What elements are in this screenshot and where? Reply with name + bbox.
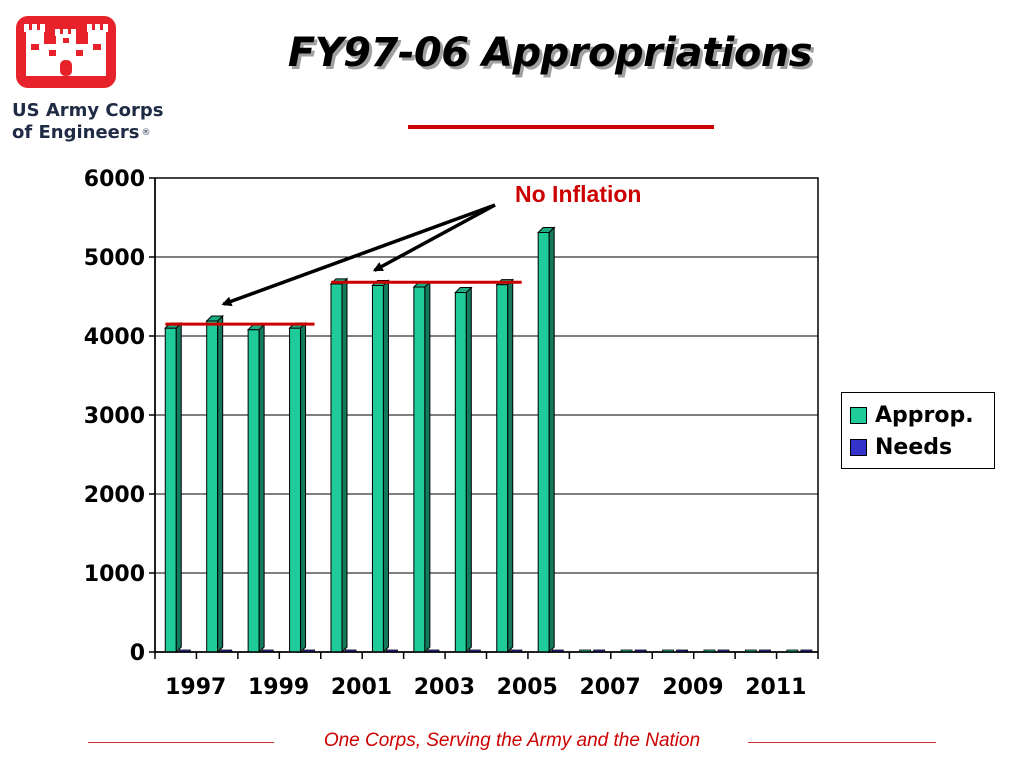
x-tick-label: 2005 bbox=[497, 675, 558, 700]
x-tick-label: 2011 bbox=[745, 675, 806, 700]
bar-side bbox=[258, 323, 265, 654]
footer-rule-left bbox=[88, 742, 274, 743]
usace-logo: US Army Corps of Engineers ® bbox=[10, 14, 200, 154]
footer-tagline: One Corps, Serving the Army and the Nati… bbox=[323, 730, 701, 751]
y-tick-label: 2000 bbox=[84, 483, 145, 508]
bar-side bbox=[507, 278, 514, 654]
y-tick-label: 1000 bbox=[84, 562, 145, 587]
annotation-arrow bbox=[221, 203, 496, 307]
x-tick-label: 2001 bbox=[331, 675, 392, 700]
x-tick-label: 1999 bbox=[248, 675, 309, 700]
footer: One Corps, Serving the Army and the Nati… bbox=[0, 730, 1024, 760]
bar-side bbox=[465, 286, 472, 654]
y-tick-label: 4000 bbox=[84, 325, 145, 350]
org-name-line2-text: of Engineers bbox=[12, 122, 140, 143]
bar bbox=[289, 327, 302, 653]
bar bbox=[537, 232, 550, 653]
bar bbox=[413, 286, 426, 653]
legend-swatch-approp bbox=[850, 406, 867, 424]
legend-label-approp: Approp. bbox=[875, 402, 974, 428]
y-tick-label: 6000 bbox=[84, 167, 145, 192]
org-name-line1: US Army Corps bbox=[12, 100, 164, 121]
legend-label-needs: Needs bbox=[875, 434, 953, 460]
bar-side bbox=[217, 314, 224, 654]
footer-rule-right bbox=[748, 742, 936, 743]
y-tick-label: 0 bbox=[130, 641, 145, 666]
y-tick-label: 3000 bbox=[84, 404, 145, 429]
bar-side bbox=[382, 279, 389, 654]
bar-side bbox=[300, 321, 307, 654]
bar bbox=[164, 327, 177, 653]
legend-item-approp: Approp. bbox=[850, 401, 974, 429]
bar bbox=[371, 284, 384, 653]
bar bbox=[496, 284, 509, 653]
bar bbox=[206, 320, 219, 653]
bar-side bbox=[424, 280, 431, 654]
chart-legend: Approp. Needs bbox=[841, 392, 995, 469]
bar-side bbox=[548, 226, 555, 654]
legend-item-needs: Needs bbox=[850, 433, 952, 461]
x-tick-label: 2003 bbox=[414, 675, 475, 700]
bar-side bbox=[175, 321, 182, 654]
x-tick-label: 2009 bbox=[662, 675, 723, 700]
castle-badge bbox=[16, 16, 116, 88]
bar-side bbox=[341, 277, 348, 654]
x-tick-label: 1997 bbox=[165, 675, 226, 700]
legend-swatch-needs bbox=[850, 438, 867, 456]
title-underline bbox=[408, 125, 714, 129]
castle-icon bbox=[24, 24, 108, 76]
org-name-line2: of Engineers ® bbox=[12, 122, 150, 143]
bar bbox=[454, 292, 467, 653]
y-tick-label: 5000 bbox=[84, 246, 145, 271]
x-tick-label: 2007 bbox=[579, 675, 640, 700]
no-inflation-annotation: No Inflation bbox=[515, 181, 642, 207]
slide-title: FY97-06 Appropriations bbox=[287, 30, 813, 76]
bar bbox=[330, 283, 343, 653]
annotation-arrow bbox=[372, 203, 496, 272]
bar bbox=[247, 329, 260, 653]
registered-mark: ® bbox=[141, 128, 151, 138]
